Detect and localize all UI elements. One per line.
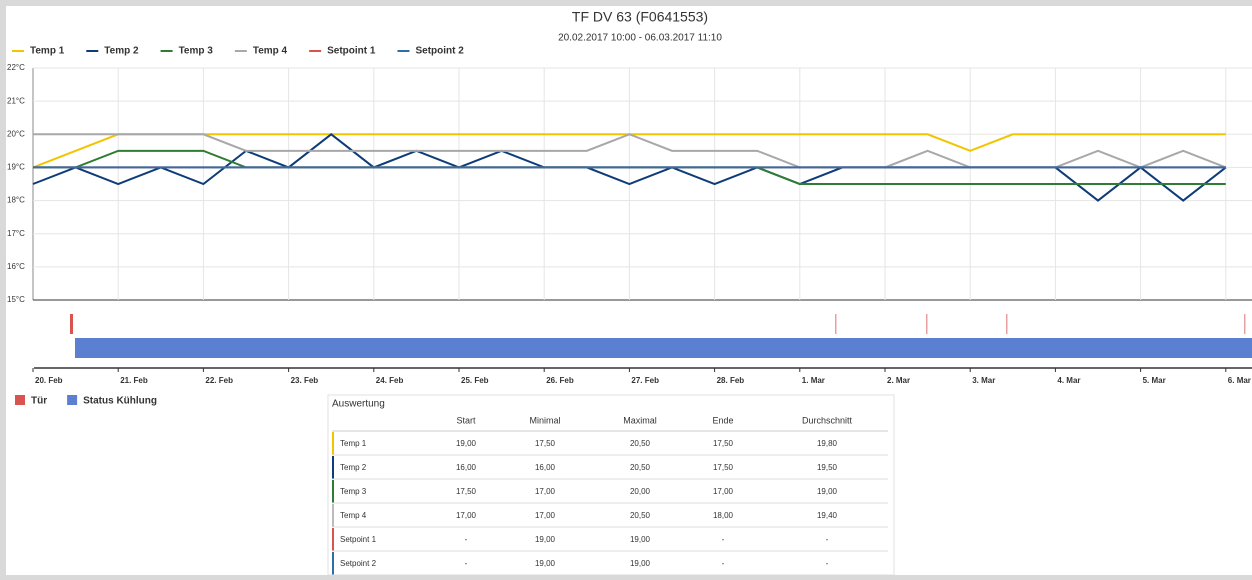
x-tick-label: 26. Feb [546, 376, 574, 385]
y-tick-label: 16°C [7, 262, 25, 271]
table-cell: - [465, 535, 468, 544]
page: TF DV 63 (F0641553) 20.02.2017 10:00 - 0… [6, 6, 1252, 576]
table-cell: 17,00 [535, 487, 556, 496]
chart-title: TF DV 63 (F0641553) [572, 9, 708, 25]
legend-label: Temp 4 [253, 46, 288, 57]
column-header: Start [456, 415, 476, 425]
row-marker [332, 456, 334, 479]
table-cell: 19,00 [535, 535, 556, 544]
row-label: Temp 2 [340, 463, 367, 472]
table-cell: 19,00 [630, 559, 651, 568]
status-legend-swatch [67, 395, 78, 405]
x-tick-label: 22. Feb [205, 376, 233, 385]
table-cell: 17,00 [535, 511, 556, 520]
table-cell: - [826, 559, 829, 568]
status-legend-label: Status Kühlung [83, 396, 157, 407]
table-cell: 16,00 [535, 463, 556, 472]
status-legend-swatch [15, 395, 25, 405]
door-event [926, 314, 928, 334]
x-tick-label: 24. Feb [376, 376, 404, 385]
x-tick-label: 6. Mar [1228, 376, 1251, 385]
table-cell: 17,50 [713, 463, 734, 472]
table-panel [327, 394, 895, 576]
row-label: Temp 1 [340, 439, 367, 448]
x-tick-label: 3. Mar [972, 376, 995, 385]
y-tick-label: 19°C [7, 163, 25, 172]
table-title: Auswertung [332, 399, 385, 410]
table-cell: 17,50 [713, 439, 734, 448]
table-cell: 20,00 [630, 487, 651, 496]
status-legend-label: Tür [31, 396, 47, 407]
y-tick-label: 20°C [7, 129, 25, 138]
x-tick-label: 21. Feb [120, 376, 148, 385]
y-tick-label: 21°C [7, 96, 25, 105]
column-header: Durchschnitt [802, 415, 853, 425]
table-cell: 19,00 [535, 559, 556, 568]
column-header: Ende [712, 415, 733, 425]
door-event [1006, 314, 1008, 334]
x-tick-label: 27. Feb [631, 376, 659, 385]
y-tick-label: 17°C [7, 229, 25, 238]
table-cell: 17,50 [456, 487, 477, 496]
row-label: Temp 4 [340, 511, 367, 520]
table-cell: - [722, 559, 725, 568]
table-cell: 19,00 [817, 487, 838, 496]
x-tick-label: 25. Feb [461, 376, 489, 385]
x-tick-label: 4. Mar [1057, 376, 1080, 385]
x-tick-label: 23. Feb [291, 376, 319, 385]
legend-label: Setpoint 2 [415, 46, 464, 57]
table-cell: 20,50 [630, 463, 651, 472]
table-cell: 19,80 [817, 439, 838, 448]
legend-label: Temp 1 [30, 46, 65, 57]
table-cell: 19,40 [817, 511, 838, 520]
row-label: Temp 3 [340, 487, 367, 496]
table-cell: 17,00 [713, 487, 734, 496]
row-label: Setpoint 2 [340, 559, 377, 568]
y-tick-label: 22°C [7, 63, 25, 72]
row-marker [332, 528, 334, 551]
table-cell: 20,50 [630, 511, 651, 520]
x-tick-label: 1. Mar [802, 376, 825, 385]
door-event [1244, 314, 1246, 334]
column-header: Minimal [529, 415, 560, 425]
row-marker [332, 480, 334, 503]
row-marker [332, 552, 334, 575]
table-cell: 18,00 [713, 511, 734, 520]
x-tick-label: 20. Feb [35, 376, 63, 385]
x-tick-label: 28. Feb [717, 376, 745, 385]
x-tick-label: 5. Mar [1143, 376, 1166, 385]
chart-subtitle: 20.02.2017 10:00 - 06.03.2017 11:10 [558, 33, 722, 44]
table-cell: 19,50 [817, 463, 838, 472]
table-cell: 17,50 [535, 439, 556, 448]
legend-label: Setpoint 1 [327, 46, 376, 57]
row-label: Setpoint 1 [340, 535, 377, 544]
row-marker [332, 504, 334, 527]
y-tick-label: 18°C [7, 196, 25, 205]
row-marker [332, 432, 334, 455]
x-tick-label: 2. Mar [887, 376, 910, 385]
door-event [835, 314, 837, 334]
column-header: Maximal [623, 415, 657, 425]
table-cell: 17,00 [456, 511, 477, 520]
table-cell: - [722, 535, 725, 544]
table-cell: 16,00 [456, 463, 477, 472]
table-cell: - [826, 535, 829, 544]
door-event [70, 314, 73, 334]
chart: TF DV 63 (F0641553) 20.02.2017 10:00 - 0… [7, 9, 1252, 576]
legend-label: Temp 2 [104, 46, 139, 57]
table-cell: 19,00 [630, 535, 651, 544]
table-cell: 19,00 [456, 439, 477, 448]
table-cell: - [465, 559, 468, 568]
table-cell: 20,50 [630, 439, 651, 448]
cooling-status-bar [75, 338, 1252, 358]
y-tick-label: 15°C [7, 295, 25, 304]
legend-label: Temp 3 [179, 46, 214, 57]
